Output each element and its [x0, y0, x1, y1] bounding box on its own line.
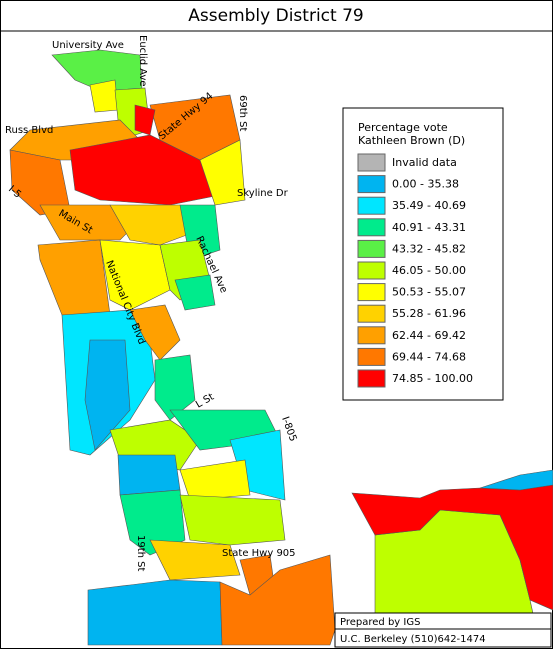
legend: Percentage vote Kathleen Brown (D) Inval… [342, 107, 504, 401]
legend-swatch [357, 175, 386, 194]
legend-swatch [357, 304, 386, 323]
street-label: Russ Blvd [5, 125, 53, 136]
street-label: 19th St [135, 535, 146, 572]
precinct [479, 469, 553, 491]
precinct [199, 139, 246, 206]
precinct [179, 459, 251, 501]
legend-swatch [357, 196, 386, 215]
street-label: Euclid Ave [137, 35, 148, 87]
legend-title: Percentage vote [358, 121, 448, 134]
legend-label: 40.91 - 43.31 [392, 221, 466, 234]
precinct [129, 304, 181, 361]
legend-swatch [357, 347, 386, 366]
legend-swatch [357, 261, 386, 280]
legend-label: 74.85 - 100.00 [392, 372, 473, 385]
precinct [99, 239, 171, 311]
credit-line: U.C. Berkeley (510)642-1474 [340, 634, 486, 645]
legend-swatch [357, 326, 386, 345]
street-label: University Ave [52, 40, 124, 51]
legend-swatch [357, 283, 386, 302]
street-label: 69th St [237, 95, 248, 132]
district-map [9, 49, 553, 646]
precinct [351, 484, 553, 611]
legend-label: 69.44 - 74.68 [392, 350, 466, 363]
precinct [149, 539, 241, 581]
map-title: Assembly District 79 [188, 6, 363, 26]
precinct [134, 104, 156, 136]
precinct [109, 204, 201, 246]
legend-swatch [357, 239, 386, 258]
legend-label: 35.49 - 40.69 [392, 199, 466, 212]
precinct [219, 554, 336, 646]
legend-label: Invalid data [392, 156, 457, 169]
legend-title: Kathleen Brown (D) [358, 134, 465, 147]
precinct [89, 79, 119, 113]
legend-label: 46.05 - 50.00 [392, 264, 466, 277]
precinct [117, 454, 181, 496]
legend-swatch [357, 153, 386, 172]
legend-swatch [357, 369, 386, 388]
legend-label: 62.44 - 69.42 [392, 329, 466, 342]
credit-line: Prepared by IGS [340, 617, 420, 628]
street-label: Skyline Dr [237, 188, 289, 199]
precinct [69, 134, 221, 206]
precinct [174, 274, 216, 311]
legend-label: 43.32 - 45.82 [392, 242, 466, 255]
legend-label: 0.00 - 35.38 [392, 178, 459, 191]
legend-label: 55.28 - 61.96 [392, 307, 466, 320]
credits-box [334, 612, 552, 648]
legend-label: 50.53 - 55.07 [392, 286, 466, 299]
credits: Prepared by IGS U.C. Berkeley (510)642-1… [334, 612, 552, 648]
precinct [179, 494, 286, 546]
street-label: State Hwy 905 [222, 548, 296, 559]
legend-swatch [357, 218, 386, 237]
precinct [87, 579, 223, 646]
